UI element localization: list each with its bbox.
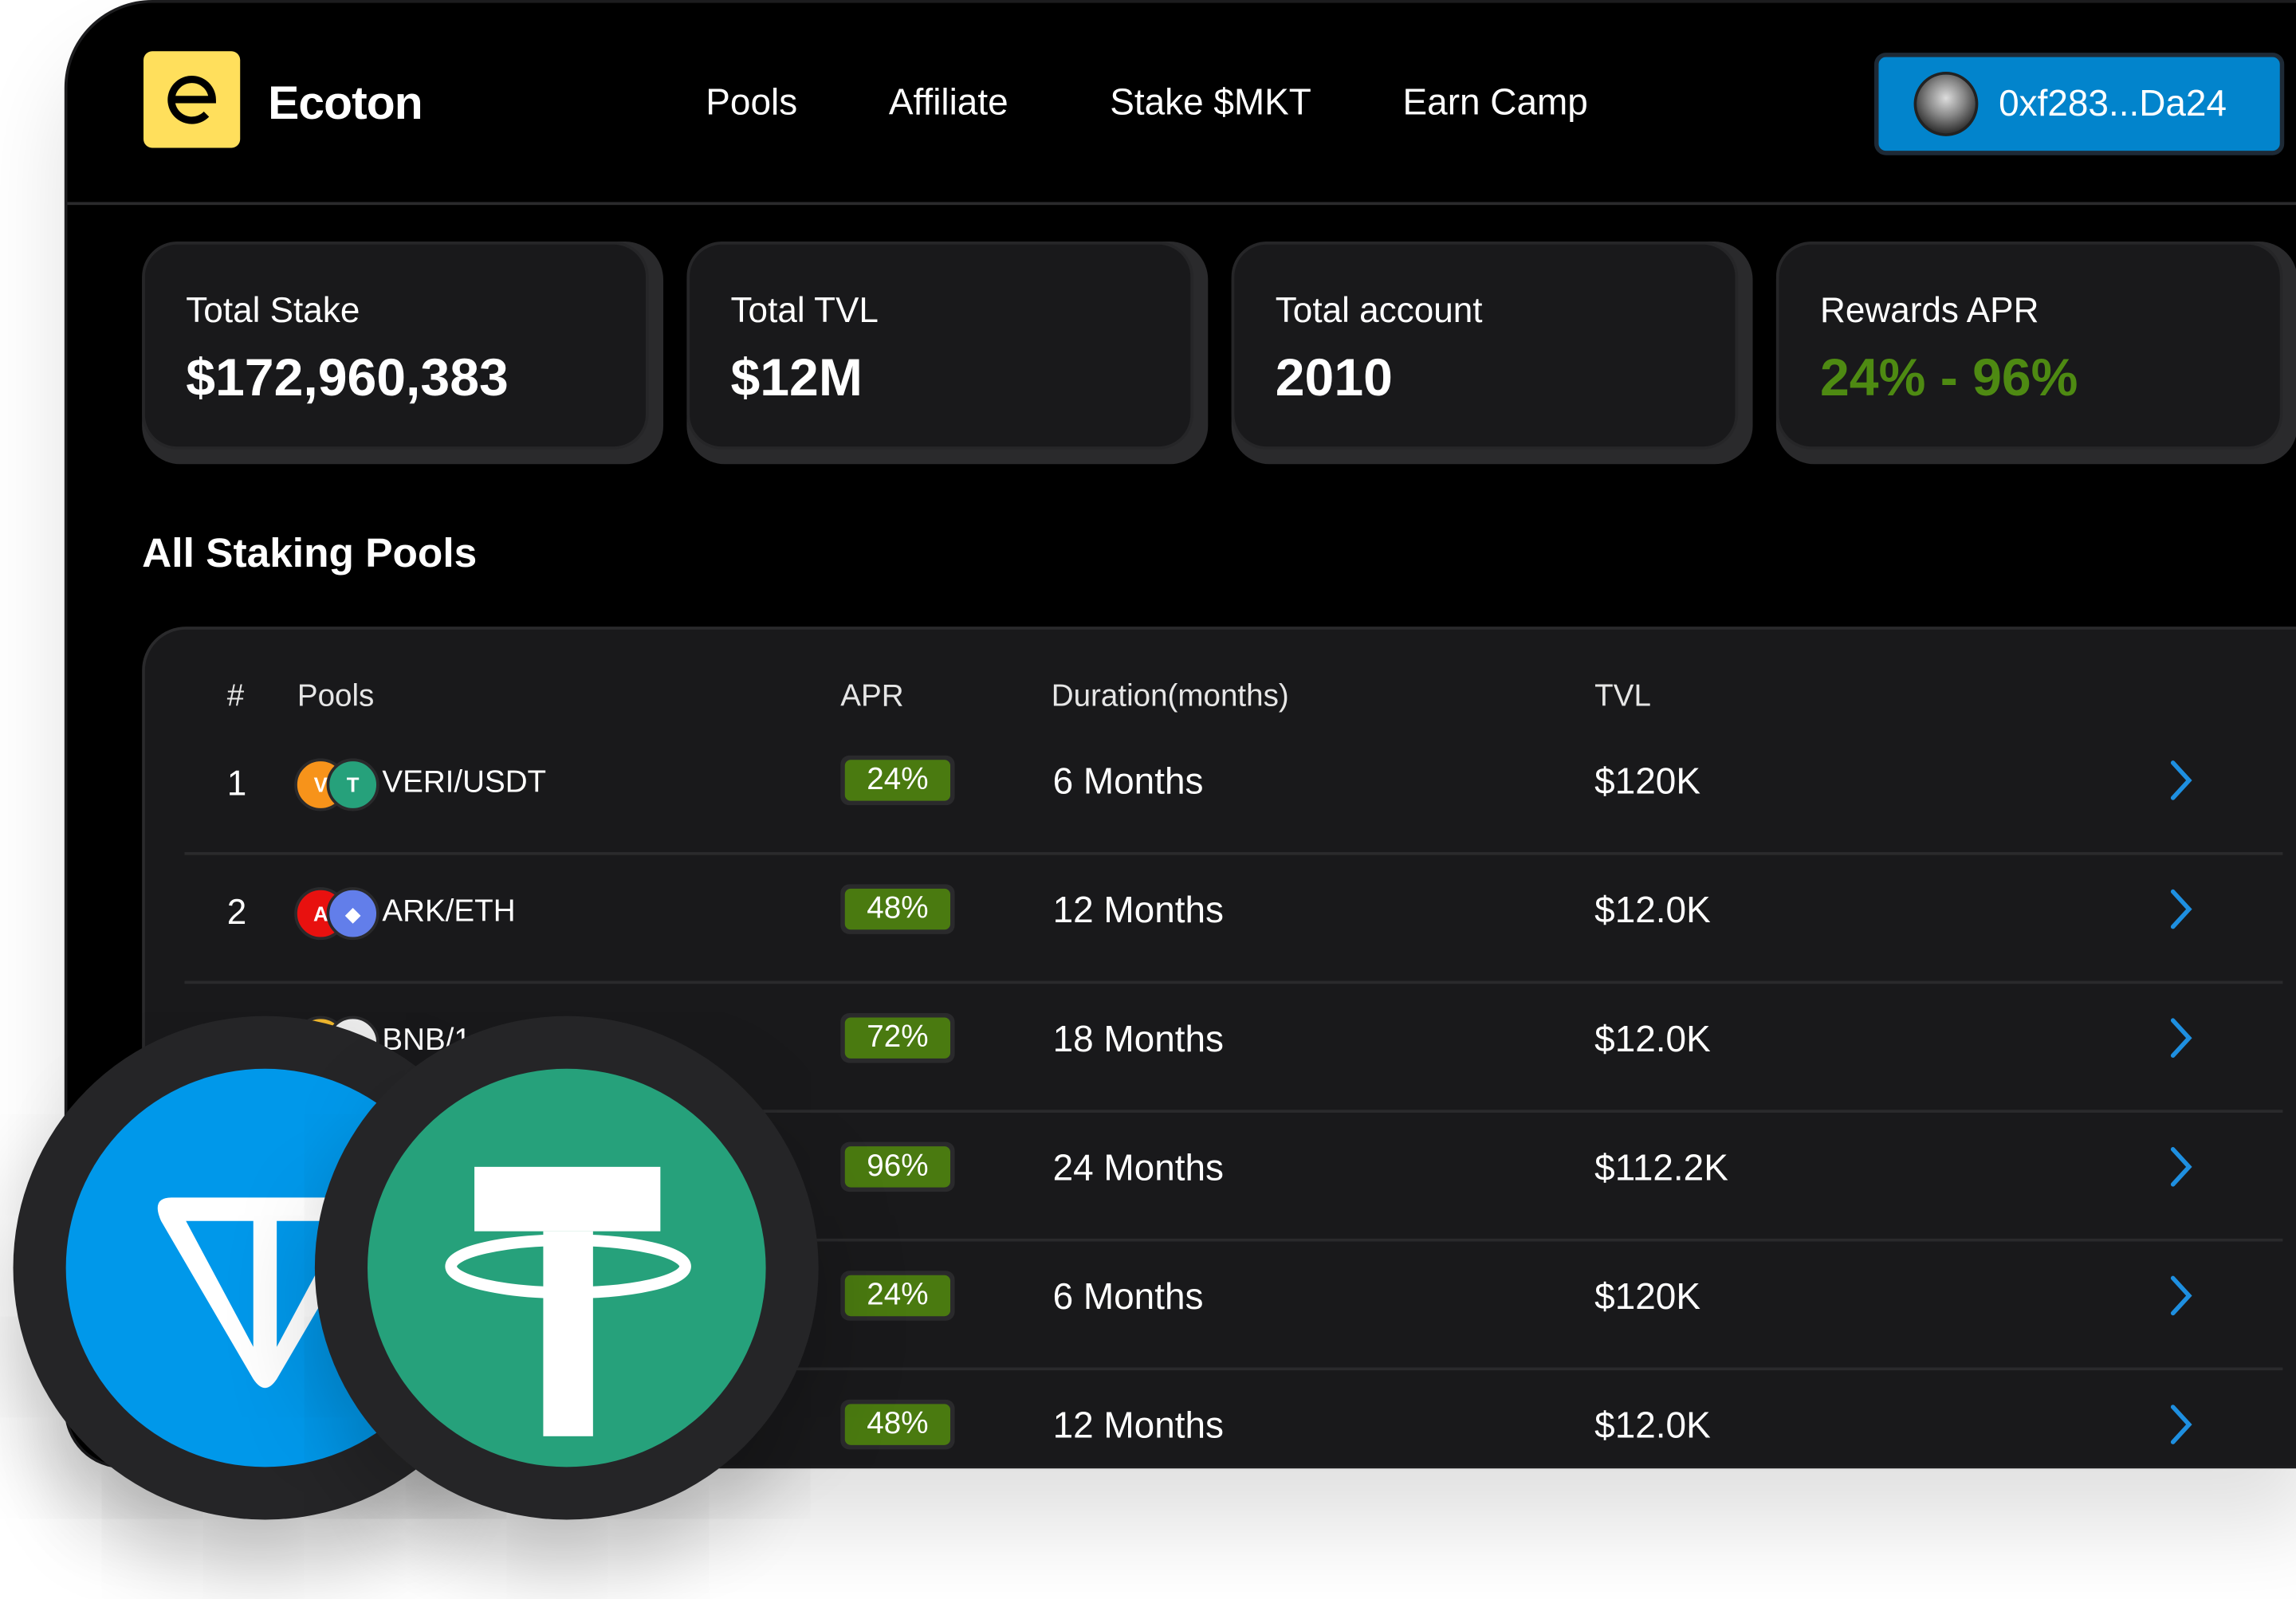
col-header-duration: Duration(months) xyxy=(1051,679,1289,713)
chevron-right-icon[interactable] xyxy=(2163,1274,2198,1318)
nav-pools[interactable]: Pools xyxy=(706,81,798,124)
apr-value: 96% xyxy=(844,1146,951,1188)
apr-badge: 72% xyxy=(840,1012,955,1063)
table-row[interactable]: 2 A ◆ ARK/ETH 48% 12 Months $12.0K xyxy=(145,855,2283,984)
duration: 24 Months xyxy=(1052,1147,1225,1189)
logo-e-icon xyxy=(167,76,216,124)
token-b-icon: ◆ xyxy=(326,887,379,941)
pair-icons: A ◆ xyxy=(294,887,382,941)
apr-value: 24% xyxy=(844,760,951,801)
apr-badge: 48% xyxy=(840,1399,955,1450)
token-b-icon: T xyxy=(326,758,379,811)
chevron-right-icon[interactable] xyxy=(2163,887,2198,931)
section-title: All Staking Pools xyxy=(142,529,478,576)
apr-value: 72% xyxy=(844,1017,951,1059)
duration: 18 Months xyxy=(1052,1019,1225,1060)
avatar xyxy=(1913,71,1979,136)
tvl: $12.0K xyxy=(1594,1019,1711,1060)
tvl: $112.2K xyxy=(1594,1147,1728,1189)
pool-name: VERI/USDT xyxy=(382,765,547,800)
brand-name: Ecoton xyxy=(268,76,423,129)
wallet-button[interactable]: 0xf283...Da24 xyxy=(1873,53,2285,155)
row-number: 1 xyxy=(226,764,247,804)
apr-value: 48% xyxy=(844,1404,951,1445)
stat-value: 24% - 96% xyxy=(1820,347,2078,407)
tether-icon xyxy=(445,1166,691,1436)
nav-affiliate[interactable]: Affiliate xyxy=(888,81,1008,124)
header-divider xyxy=(67,202,2296,206)
logo[interactable] xyxy=(143,51,241,148)
tvl: $12.0K xyxy=(1594,1405,1711,1447)
chevron-right-icon[interactable] xyxy=(2163,758,2198,802)
chevron-right-icon[interactable] xyxy=(2163,1403,2198,1447)
pool-name: ARK/ETH xyxy=(382,894,516,929)
row-divider xyxy=(184,1367,2283,1371)
col-header-pools: Pools xyxy=(297,679,375,713)
chevron-right-icon[interactable] xyxy=(2163,1016,2198,1060)
apr-badge: 24% xyxy=(840,1271,955,1321)
stat-value: $172,960,383 xyxy=(186,347,509,407)
apr-badge: 24% xyxy=(840,755,955,806)
col-header-num: # xyxy=(226,679,245,713)
tvl: $12.0K xyxy=(1594,890,1711,932)
usdt-coin-large xyxy=(314,1016,819,1520)
tvl: $120K xyxy=(1594,1276,1700,1318)
stat-label: Rewards APR xyxy=(1820,291,2039,332)
row-divider xyxy=(184,1110,2283,1113)
row-divider xyxy=(184,851,2283,855)
apr-badge: 48% xyxy=(840,884,955,934)
ton-icon xyxy=(157,1197,373,1389)
duration: 6 Months xyxy=(1052,761,1204,803)
stat-label: Total Stake xyxy=(186,291,360,332)
table-row[interactable]: 1 V T VERI/USDT 24% 6 Months $120K xyxy=(145,726,2283,855)
chevron-right-icon[interactable] xyxy=(2163,1145,2198,1188)
stat-label: Total TVL xyxy=(730,291,879,332)
stat-card-rewards-apr: Rewards APR 24% - 96% xyxy=(1775,242,2296,465)
row-number: 2 xyxy=(226,893,247,933)
tvl: $120K xyxy=(1594,761,1700,803)
wallet-address: 0xf283...Da24 xyxy=(1999,82,2227,124)
stat-card-total-stake: Total Stake $172,960,383 xyxy=(142,242,664,465)
stat-label: Total account xyxy=(1275,291,1483,332)
nav-earn-camp[interactable]: Earn Camp xyxy=(1402,81,1588,124)
stat-value: $12M xyxy=(730,347,863,407)
col-header-apr: APR xyxy=(840,679,904,713)
apr-value: 24% xyxy=(844,1275,951,1317)
col-header-tvl: TVL xyxy=(1594,679,1651,713)
nav-stake-mkt[interactable]: Stake $MKT xyxy=(1110,81,1311,124)
duration: 12 Months xyxy=(1052,1405,1225,1447)
duration: 6 Months xyxy=(1052,1276,1204,1318)
stat-value: 2010 xyxy=(1275,347,1393,407)
duration: 12 Months xyxy=(1052,890,1225,932)
stat-card-total-account: Total account 2010 xyxy=(1231,242,1753,465)
row-divider xyxy=(184,980,2283,984)
apr-value: 48% xyxy=(844,888,951,930)
stat-card-total-tvl: Total TVL $12M xyxy=(686,242,1209,465)
row-divider xyxy=(184,1238,2283,1242)
pair-icons: V T xyxy=(294,758,382,811)
apr-badge: 96% xyxy=(840,1141,955,1192)
